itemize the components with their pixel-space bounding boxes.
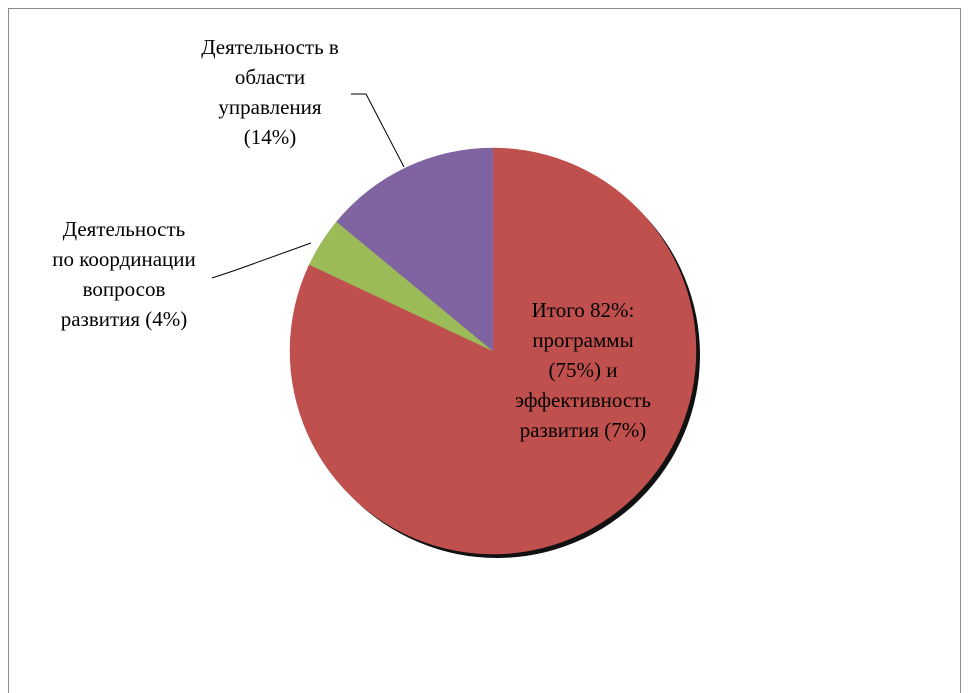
slice-label-2-line-3: (14%) bbox=[244, 125, 296, 149]
slice-label-0-line-4: развития (7%) bbox=[520, 418, 647, 442]
slice-label-1-line-2: вопросов bbox=[83, 277, 166, 301]
slice-labels: Итого 82%: программы (75%) и эффективность р… bbox=[52, 35, 651, 442]
slice-label-2: Деятельность в области управления (14%) bbox=[201, 35, 339, 149]
slice-label-1-line-3: развития (4%) bbox=[61, 307, 188, 331]
leader-line-1 bbox=[211, 242, 312, 279]
pie-slices bbox=[289, 147, 700, 558]
leader-lines bbox=[211, 93, 405, 279]
slice-label-1-line-1: по координации bbox=[52, 247, 196, 271]
slice-label-1-line-0: Деятельность bbox=[63, 217, 185, 241]
leader-line-2 bbox=[351, 93, 405, 168]
slice-label-1: Деятельность по координации вопросов развит… bbox=[52, 217, 196, 331]
slice-label-2-line-0: Деятельность в bbox=[201, 35, 339, 59]
slice-label-0-line-1: программы bbox=[532, 328, 633, 352]
slice-label-2-line-2: управления bbox=[218, 95, 321, 119]
slice-label-2-line-1: области bbox=[235, 65, 305, 89]
slice-label-0-line-0: Итого 82%: bbox=[532, 298, 635, 322]
slice-label-0-line-2: (75%) и bbox=[549, 358, 618, 382]
slice-label-0-line-3: эффективность bbox=[515, 388, 651, 412]
pie-slice-2 bbox=[336, 147, 494, 352]
slice-label-0: Итого 82%: программы (75%) и эффективность р… bbox=[515, 298, 651, 442]
